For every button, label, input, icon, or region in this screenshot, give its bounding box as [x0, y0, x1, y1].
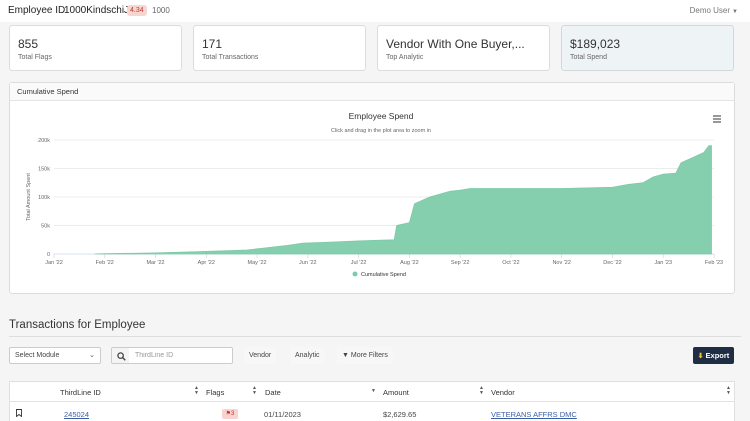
- transactions-table: ThirdLine ID ▲ ▼ Flags ▲ ▼ Date ▼ Amount ▲…: [9, 381, 735, 421]
- sort-icon[interactable]: ▲ ▼: [726, 385, 731, 396]
- chevron-down-icon: ⌄: [89, 352, 95, 359]
- vendor-link[interactable]: VETERANS AFFRS DMC: [491, 410, 577, 419]
- thirdline-id-search-input[interactable]: [129, 347, 233, 364]
- stat-card-total-spend[interactable]: $189,023 Total Spend: [561, 25, 734, 71]
- stat-value: 171: [202, 37, 223, 51]
- export-label: Export: [705, 351, 730, 360]
- top-bar: Employee ID 1000KindschiJ 4.34 1000 Demo…: [0, 0, 750, 22]
- x-tick-label: Aug '22: [400, 260, 418, 266]
- risk-score-badge: 4.34: [127, 5, 147, 16]
- thirdline-id-link[interactable]: 245024: [64, 410, 90, 419]
- search-button[interactable]: [111, 347, 130, 364]
- column-header-thirdline-id[interactable]: ThirdLine ID: [60, 388, 101, 397]
- stat-card-total-flags[interactable]: 855 Total Flags: [9, 25, 182, 71]
- sort-icon[interactable]: ▲ ▼: [479, 385, 484, 396]
- x-tick-label: Feb '22: [96, 260, 114, 266]
- sort-desc-icon[interactable]: ▼: [371, 388, 376, 394]
- section-divider: [9, 336, 741, 337]
- user-menu[interactable]: Demo User ▼: [690, 6, 738, 15]
- download-icon: ⬇: [697, 353, 704, 360]
- analytic-filter-button[interactable]: Analytic: [290, 347, 325, 364]
- employee-spend-chart[interactable]: Employee Spend Click and drag in the plot…: [10, 101, 734, 293]
- bookmark-icon[interactable]: [16, 409, 22, 417]
- employee-id-value: 1000KindschiJ: [64, 5, 130, 16]
- stat-card-top-analytic[interactable]: Vendor With One Buyer,... Top Analytic: [377, 25, 550, 71]
- export-button[interactable]: ⬇ Export: [693, 347, 734, 364]
- stat-value: Vendor With One Buyer,...: [386, 37, 525, 51]
- flag-count: 3: [231, 411, 235, 417]
- user-name: Demo User: [689, 6, 731, 15]
- filter-icon: ▼: [342, 352, 349, 359]
- card-header: Cumulative Spend: [10, 83, 734, 101]
- stat-label: Top Analytic: [386, 54, 424, 61]
- x-tick-label: May '22: [248, 260, 267, 266]
- column-header-flags[interactable]: Flags: [206, 388, 225, 397]
- stat-value: $189,023: [570, 37, 621, 51]
- stat-card-total-transactions[interactable]: 171 Total Transactions: [193, 25, 366, 71]
- chart-title: Employee Spend: [349, 111, 414, 121]
- stat-label: Total Transactions: [202, 54, 259, 61]
- module-select[interactable]: Select Module ⌄: [9, 347, 101, 364]
- column-header-date[interactable]: Date: [265, 388, 281, 397]
- flag-icon: ⚑: [225, 411, 232, 417]
- y-tick-label: 50k: [41, 224, 50, 230]
- employee-id-label: Employee ID: [8, 5, 66, 16]
- x-tick-label: Dec '22: [603, 260, 621, 266]
- vendor-filter-button[interactable]: Vendor: [244, 347, 277, 364]
- legend-marker: [352, 271, 358, 277]
- transaction-date: 01/11/2023: [264, 410, 301, 419]
- x-tick-label: Jun '22: [299, 260, 317, 266]
- y-axis-title: Total Amount Spent: [26, 173, 32, 221]
- stat-value: 855: [18, 37, 39, 51]
- x-tick-label: Jan '23: [654, 260, 672, 266]
- y-tick-label: 0: [47, 252, 50, 258]
- y-tick-label: 200k: [38, 138, 50, 144]
- cumulative-spend-card: Cumulative Spend Employee Spend Click and…: [9, 82, 735, 294]
- x-tick-label: Feb '23: [705, 260, 723, 266]
- x-tick-label: Jul '22: [351, 260, 367, 266]
- caret-down-icon: ▼: [732, 9, 738, 15]
- chart-subtitle: Click and drag in the plot area to zoom …: [331, 128, 431, 134]
- column-header-amount[interactable]: Amount: [383, 388, 409, 397]
- table-row[interactable]: 245024 ⚑3 01/11/2023 $2,629.65 VETERANS …: [10, 403, 734, 421]
- sort-icon[interactable]: ▲ ▼: [194, 385, 199, 396]
- y-tick-label: 100k: [38, 195, 50, 201]
- stat-label: Total Flags: [18, 54, 52, 61]
- legend-label: Cumulative Spend: [361, 272, 406, 278]
- cumulative-spend-area: [94, 145, 712, 255]
- more-filters-label: More Filters: [350, 352, 388, 359]
- flag-count-badge: ⚑3: [222, 409, 238, 419]
- risk-score-total: 1000: [152, 6, 170, 15]
- x-tick-label: Sep '22: [451, 260, 469, 266]
- y-tick-label: 150k: [38, 167, 50, 173]
- module-select-value: Select Module: [15, 352, 60, 359]
- hamburger-icon[interactable]: [713, 115, 721, 123]
- x-tick-label: Mar '22: [146, 260, 164, 266]
- transaction-amount: $2,629.65: [383, 410, 417, 419]
- x-tick-label: Jan '22: [45, 260, 63, 266]
- sort-icon[interactable]: ▲ ▼: [252, 385, 257, 396]
- transactions-title: Transactions for Employee: [9, 319, 146, 331]
- x-tick-label: Nov '22: [552, 260, 570, 266]
- table-header: ThirdLine ID ▲ ▼ Flags ▲ ▼ Date ▼ Amount ▲…: [10, 382, 734, 402]
- x-tick-label: Oct '22: [502, 260, 519, 266]
- stat-label: Total Spend: [570, 54, 607, 61]
- search-icon: [117, 352, 126, 361]
- more-filters-button[interactable]: ▼ More Filters: [337, 347, 393, 364]
- x-tick-label: Apr '22: [198, 260, 215, 266]
- column-header-vendor[interactable]: Vendor: [491, 388, 515, 397]
